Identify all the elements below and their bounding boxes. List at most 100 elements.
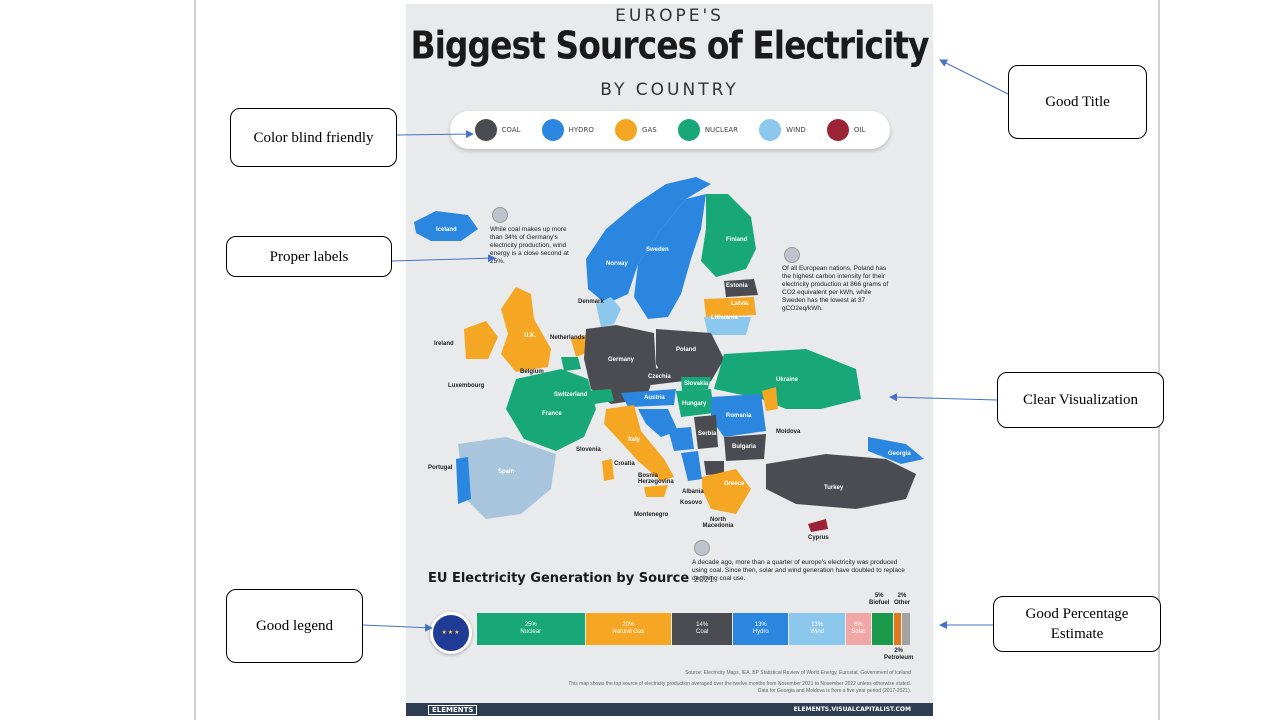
country-czechia: [646, 367, 684, 385]
legend-label: GAS: [642, 126, 657, 134]
source-line: Source: Electricity Maps, IEA, BP Statis…: [685, 670, 911, 676]
bar-segment: 25% Nuclear: [477, 613, 585, 645]
bar-segment-label: Coal: [696, 629, 709, 635]
europe-map: Iceland Norway Sweden Finland Estonia La…: [406, 169, 933, 554]
country-moldova: [762, 387, 778, 411]
label-luxembourg: Luxembourg: [448, 383, 485, 389]
country-finland: [701, 194, 756, 277]
bar-segment-label: Natural Gas: [612, 629, 645, 635]
legend-item-wind: WIND: [759, 119, 806, 141]
oil-dot-icon: [826, 119, 849, 141]
bar-segment: 14% Coal: [672, 613, 733, 645]
slide-border-right: [1158, 0, 1160, 720]
europe-map-shapes: [414, 177, 924, 532]
legend-item-coal: COAL: [474, 119, 521, 141]
country-belgium: [561, 357, 581, 371]
label-norway: Norway: [606, 261, 628, 267]
country-romania: [711, 394, 766, 437]
legend-item-hydro: HYDRO: [541, 119, 594, 141]
bar-segment-label: Wind: [810, 629, 824, 635]
legend-label: OIL: [853, 126, 866, 134]
callout-proper-labels: Proper labels: [226, 236, 392, 277]
country-slovenia-croatia: [638, 409, 678, 437]
country-macedonia: [704, 461, 724, 475]
poster-title: Biggest Sources of Electricity: [410, 23, 929, 68]
co2-note-icon: [784, 247, 800, 263]
eu-title-text: EU Electricity Generation by Source: [428, 571, 690, 586]
petroleum-label: 2% Petroleum: [884, 648, 913, 662]
label-iceland: Iceland: [436, 227, 457, 233]
label-spain: Spain: [498, 469, 515, 475]
country-bosnia: [668, 427, 694, 451]
label-romania: Romania: [726, 413, 752, 419]
label-austria: Austria: [644, 395, 665, 401]
callout-clear-visualization: Clear Visualization: [997, 372, 1164, 428]
label-uk: U.K.: [524, 333, 536, 339]
legend-label: WIND: [786, 126, 806, 134]
label-bulgaria: Bulgaria: [732, 444, 757, 450]
legend-label: HYDRO: [568, 126, 594, 134]
label-georgia: Georgia: [888, 451, 911, 457]
country-france: [506, 369, 596, 451]
biofuel-text: Biofuel: [869, 600, 890, 606]
country-germany: [584, 325, 656, 404]
eu-generation-title: EU Electricity Generation by Source 2021: [428, 571, 714, 586]
bar-segment-pct: 6%: [854, 622, 863, 628]
bar-segment-label: Hydro: [752, 629, 769, 635]
label-slovakia: Slovakia: [684, 381, 709, 387]
label-north-macedonia: North Macedonia: [702, 517, 734, 529]
bar-segment: [902, 613, 910, 645]
country-portugal: [456, 457, 471, 504]
country-italy: [604, 405, 674, 481]
bar-segment: 20% Natural Gas: [585, 613, 672, 645]
energy-legend: COAL HYDRO GAS NUCLEAR WIND OIL: [450, 111, 890, 149]
infographic-poster: EUROPE'S Biggest Sources of Electricity …: [406, 4, 933, 716]
poster-footer: ELEMENTS ELEMENTS.VISUALCAPITALIST.COM: [406, 703, 933, 716]
eu-generation-bar: 25% Nuclear 20% Natural Gas 14% Coal 13% Hydro 1…: [477, 613, 911, 645]
poland-annotation: Of all European nations, Poland has the …: [782, 265, 889, 312]
callout-good-title: Good Title: [1008, 65, 1147, 139]
biofuel-pct: 5%: [874, 593, 884, 599]
bar-segment-label: Nuclear: [520, 629, 542, 635]
arrow-good-title: [939, 59, 1009, 95]
label-slovenia: Slovenia: [576, 447, 601, 453]
decade-note-icon: [694, 540, 710, 556]
petroleum-pct: 2%: [894, 648, 903, 654]
label-netherlands: Netherlands: [550, 335, 585, 341]
label-greece: Greece: [724, 481, 745, 487]
legend-item-gas: GAS: [615, 119, 657, 141]
label-france: France: [542, 411, 562, 417]
footer-url: ELEMENTS.VISUALCAPITALIST.COM: [793, 706, 911, 713]
other-pct: 2%: [897, 593, 907, 599]
bar-segment-pct: 25%: [524, 622, 537, 628]
country-denmark: [596, 297, 621, 327]
island-sardinia: [602, 459, 614, 481]
country-bulgaria: [724, 434, 766, 461]
country-latvia: [704, 297, 756, 317]
callout-good-percentage: Good Percentage Estimate: [993, 596, 1161, 652]
country-greece: [702, 469, 751, 514]
label-moldova: Moldova: [776, 429, 801, 435]
country-austria: [621, 389, 676, 407]
label-poland: Poland: [676, 347, 697, 353]
legend-label: COAL: [501, 126, 521, 134]
country-norway: [586, 177, 711, 304]
bar-segment: [871, 613, 893, 645]
bar-segment: [893, 613, 902, 645]
note-line-1: This map shows the top source of electri…: [568, 681, 911, 687]
country-spain: [458, 437, 556, 519]
bar-segment: 13% Hydro: [733, 613, 789, 645]
country-lithuania: [704, 317, 751, 335]
germany-annotation: While coal makes up more than 34% of Ger…: [490, 226, 569, 265]
bar-segment-pct: 13%: [811, 622, 824, 628]
legend-item-oil: OIL: [826, 119, 866, 141]
label-denmark: Denmark: [578, 299, 604, 305]
country-ireland: [464, 321, 498, 359]
slide-border-left: [194, 0, 196, 720]
label-portugal: Portugal: [428, 465, 453, 471]
bar-segment-pct: 14%: [696, 622, 709, 628]
label-croatia: Croatia: [614, 461, 635, 467]
elements-logo: ELEMENTS: [428, 705, 478, 715]
label-ukraine: Ukraine: [776, 377, 799, 383]
label-latvia: Latvia: [731, 301, 749, 307]
